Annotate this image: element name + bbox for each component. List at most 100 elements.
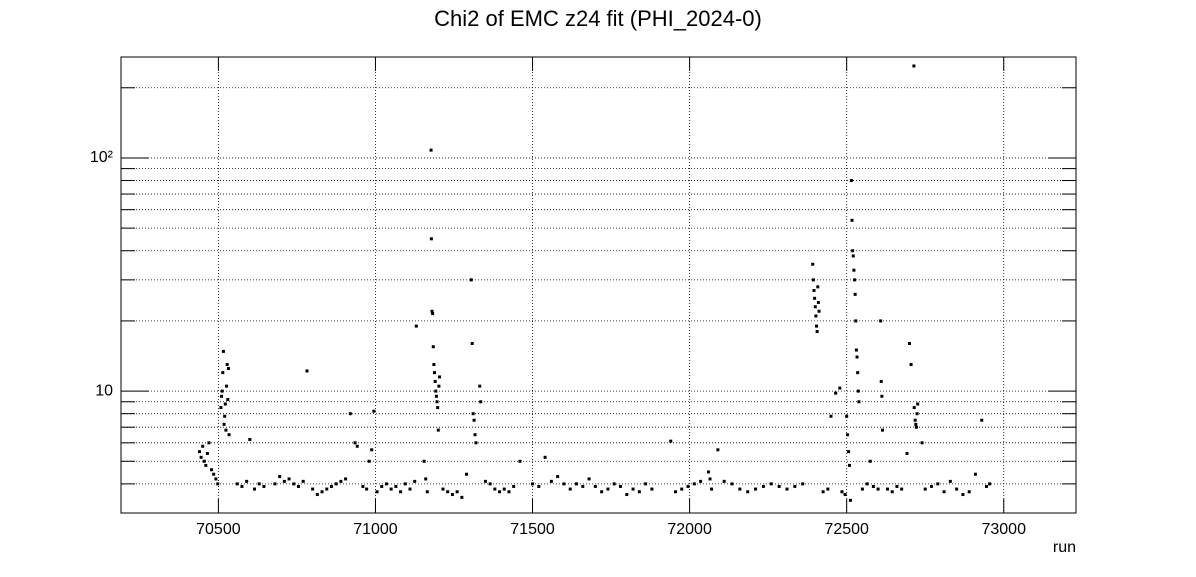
point: [207, 441, 211, 445]
chart-title: Chi2 of EMC z24 fit (PHI_2024-0): [434, 6, 762, 31]
point: [483, 479, 487, 483]
point: [507, 490, 511, 494]
point: [650, 487, 654, 491]
point: [905, 451, 909, 455]
point: [738, 487, 742, 491]
point: [948, 479, 952, 483]
x-tick-label: 70500: [196, 521, 241, 538]
point: [612, 482, 616, 486]
point: [914, 422, 918, 426]
point: [493, 487, 497, 491]
point: [936, 482, 940, 486]
point: [988, 482, 992, 486]
point: [221, 349, 225, 353]
point: [470, 342, 474, 346]
point: [389, 487, 393, 491]
point: [430, 309, 434, 313]
point: [450, 493, 454, 497]
x-tick-label: 73000: [981, 521, 1026, 538]
point: [637, 490, 641, 494]
point: [816, 300, 820, 304]
point: [311, 487, 315, 491]
point: [848, 463, 852, 467]
point: [361, 484, 365, 488]
point: [829, 414, 833, 418]
point: [710, 487, 714, 491]
point: [853, 278, 857, 282]
point: [212, 472, 216, 476]
point: [441, 487, 445, 491]
point: [446, 490, 450, 494]
point: [849, 179, 853, 183]
point: [224, 428, 228, 432]
point: [353, 441, 357, 445]
point: [325, 487, 329, 491]
point: [339, 479, 343, 483]
point: [812, 289, 816, 293]
point: [537, 484, 541, 488]
point: [821, 490, 825, 494]
point: [296, 484, 300, 488]
point: [673, 490, 677, 494]
point: [880, 428, 884, 432]
point: [722, 479, 726, 483]
point: [431, 345, 435, 349]
point: [913, 418, 917, 422]
point: [785, 487, 789, 491]
point: [543, 455, 547, 459]
point: [817, 309, 821, 313]
point: [838, 386, 842, 390]
point: [631, 487, 635, 491]
point: [914, 425, 918, 429]
point: [225, 384, 229, 388]
point: [473, 433, 477, 437]
point: [900, 487, 904, 491]
point: [384, 482, 388, 486]
point: [372, 409, 376, 413]
point: [438, 375, 442, 379]
point: [408, 487, 412, 491]
point: [305, 369, 309, 373]
point: [955, 487, 959, 491]
point: [226, 366, 230, 370]
point: [413, 479, 417, 483]
x-tick-label: 71500: [510, 521, 555, 538]
point: [367, 459, 371, 463]
point: [909, 363, 913, 367]
point: [348, 412, 352, 416]
point: [204, 463, 208, 467]
point: [437, 384, 441, 388]
point: [434, 389, 438, 393]
point: [394, 484, 398, 488]
point: [248, 437, 252, 441]
point: [908, 342, 912, 346]
point: [425, 490, 429, 494]
point: [840, 490, 844, 494]
point: [856, 389, 860, 393]
point: [886, 487, 890, 491]
point: [811, 262, 815, 266]
point: [498, 490, 502, 494]
point: [834, 391, 838, 395]
point: [512, 484, 516, 488]
point: [365, 487, 369, 491]
point: [856, 371, 860, 375]
point: [923, 487, 927, 491]
point: [811, 278, 815, 282]
point: [980, 418, 984, 422]
point: [478, 384, 482, 388]
point: [355, 444, 359, 448]
point: [920, 441, 924, 445]
point: [618, 484, 622, 488]
point: [469, 278, 473, 282]
point: [471, 412, 475, 416]
point: [879, 319, 883, 323]
point: [198, 450, 202, 454]
point: [329, 484, 333, 488]
point: [847, 450, 851, 454]
point: [245, 479, 249, 483]
point: [865, 482, 869, 486]
point: [434, 394, 438, 398]
point: [716, 448, 720, 452]
